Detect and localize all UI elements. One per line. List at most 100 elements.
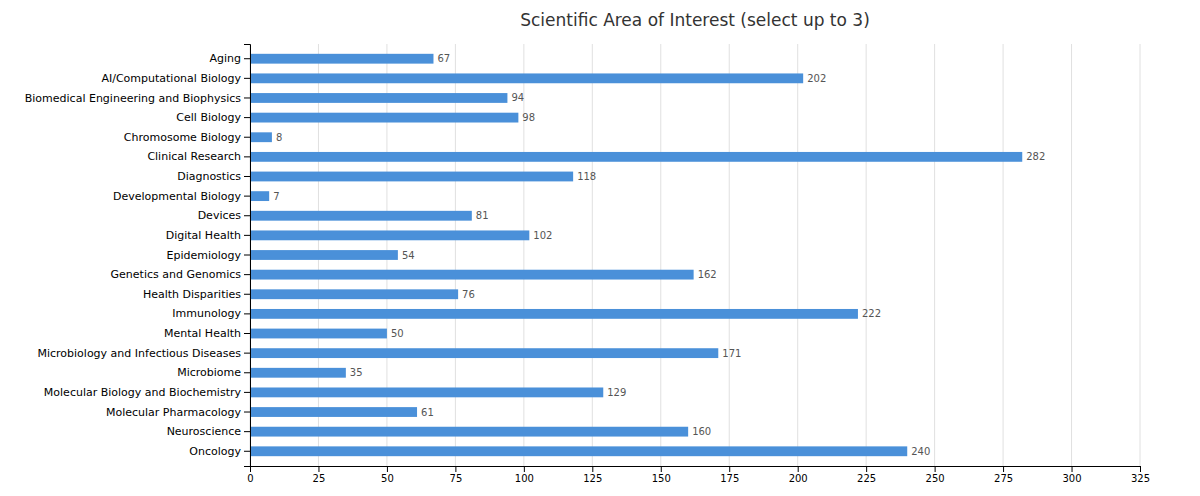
x-tick: 250 bbox=[926, 466, 945, 484]
data-label: 202 bbox=[807, 73, 826, 84]
grid-line bbox=[455, 44, 456, 466]
y-tick-mark bbox=[244, 372, 250, 373]
bar bbox=[250, 446, 907, 456]
y-tick-label: Molecular Biology and Biochemistry bbox=[44, 386, 242, 399]
x-tick: 75 bbox=[450, 466, 463, 484]
bar bbox=[250, 230, 529, 240]
x-tick-label: 150 bbox=[652, 473, 671, 484]
y-tick: Diagnostics bbox=[177, 170, 250, 183]
x-axis-line bbox=[251, 467, 1141, 473]
y-tick-mark bbox=[244, 333, 250, 334]
data-label: 50 bbox=[391, 328, 404, 339]
bar bbox=[250, 152, 1022, 162]
y-tick-label: Chromosome Biology bbox=[124, 131, 242, 144]
x-tick: 325 bbox=[1131, 466, 1150, 484]
data-label: 94 bbox=[511, 92, 524, 103]
x-tick-label: 75 bbox=[450, 473, 463, 484]
x-tick: 275 bbox=[994, 466, 1013, 484]
y-tick-label: Devices bbox=[198, 209, 242, 222]
bar bbox=[250, 172, 573, 182]
bars bbox=[250, 54, 1022, 456]
y-tick: Aging bbox=[209, 52, 250, 65]
x-tick: 150 bbox=[652, 466, 671, 484]
grid-line bbox=[866, 44, 867, 466]
y-tick-label: Developmental Biology bbox=[113, 190, 241, 203]
x-tick-mark bbox=[1140, 466, 1141, 472]
bar bbox=[250, 73, 803, 83]
data-label: 81 bbox=[476, 210, 489, 221]
data-label: 171 bbox=[722, 348, 741, 359]
x-tick-mark bbox=[1072, 466, 1073, 472]
y-tick-label: Biomedical Engineering and Biophysics bbox=[25, 91, 242, 104]
x-tick: 0 bbox=[247, 466, 253, 484]
y-tick-label: Mental Health bbox=[164, 327, 241, 340]
grid-line bbox=[934, 44, 935, 466]
x-tick-mark bbox=[387, 466, 388, 472]
y-tick-label: Aging bbox=[209, 52, 241, 65]
y-tick-label: AI/Computational Biology bbox=[101, 72, 241, 85]
y-tick-mark bbox=[244, 451, 250, 452]
y-tick: Microbiome bbox=[177, 366, 250, 379]
x-tick-label: 0 bbox=[247, 473, 253, 484]
x-tick-mark bbox=[1003, 466, 1004, 472]
y-tick: Developmental Biology bbox=[113, 190, 250, 203]
bar bbox=[250, 368, 346, 378]
x-tick-mark bbox=[318, 466, 319, 472]
data-label: 35 bbox=[350, 367, 363, 378]
y-tick: Immunology bbox=[172, 307, 250, 320]
grid-line bbox=[523, 44, 524, 466]
bar bbox=[250, 211, 472, 221]
grid-line bbox=[1140, 44, 1141, 466]
bar bbox=[250, 113, 518, 123]
y-tick-mark bbox=[244, 313, 250, 314]
y-tick-mark bbox=[244, 58, 250, 59]
y-axis: Aging AI/Computational Biology Biomedical … bbox=[25, 45, 251, 467]
bar bbox=[250, 309, 858, 319]
chart: Scientific Area of Interest (select up t… bbox=[0, 0, 1200, 496]
x-tick: 50 bbox=[381, 466, 394, 484]
y-tick-mark bbox=[244, 235, 250, 236]
x-tick-mark bbox=[935, 466, 936, 472]
x-tick-label: 200 bbox=[789, 473, 808, 484]
data-label: 8 bbox=[276, 132, 282, 143]
data-label: 282 bbox=[1026, 151, 1045, 162]
y-tick: Microbiology and Infectious Diseases bbox=[37, 347, 250, 360]
y-tick: Digital Health bbox=[166, 229, 250, 242]
data-label: 76 bbox=[462, 289, 475, 300]
y-tick: Epidemiology bbox=[166, 249, 250, 262]
data-label: 102 bbox=[533, 230, 552, 241]
y-tick-mark bbox=[244, 412, 250, 413]
y-tick-label: Microbiology and Infectious Diseases bbox=[37, 347, 241, 360]
x-tick-label: 300 bbox=[1062, 473, 1081, 484]
grid-line bbox=[660, 44, 661, 466]
y-tick-label: Oncology bbox=[189, 445, 241, 458]
grid bbox=[250, 44, 1140, 466]
bar bbox=[250, 191, 269, 201]
y-tick-mark bbox=[244, 78, 250, 79]
y-tick-mark bbox=[244, 156, 250, 157]
data-label: 162 bbox=[698, 269, 717, 280]
bar bbox=[250, 270, 694, 280]
grid-line bbox=[797, 44, 798, 466]
y-tick-mark bbox=[244, 196, 250, 197]
x-tick-label: 25 bbox=[313, 473, 326, 484]
x-tick-label: 275 bbox=[994, 473, 1013, 484]
y-tick: Oncology bbox=[189, 445, 250, 458]
y-tick-label: Epidemiology bbox=[166, 249, 241, 262]
x-tick-label: 50 bbox=[381, 473, 394, 484]
bar bbox=[250, 289, 458, 299]
y-tick: Molecular Biology and Biochemistry bbox=[44, 386, 250, 399]
data-label: 98 bbox=[522, 112, 535, 123]
y-tick-mark bbox=[244, 97, 250, 98]
y-tick: AI/Computational Biology bbox=[101, 72, 250, 85]
y-tick-mark bbox=[244, 137, 250, 138]
bar bbox=[250, 427, 688, 437]
y-tick-label: Genetics and Genomics bbox=[111, 268, 242, 281]
x-tick-label: 100 bbox=[515, 473, 534, 484]
x-tick: 200 bbox=[789, 466, 808, 484]
grid-line bbox=[592, 44, 593, 466]
y-axis-line bbox=[244, 45, 251, 467]
data-label: 118 bbox=[577, 171, 596, 182]
bar bbox=[250, 329, 387, 339]
data-label: 129 bbox=[607, 387, 626, 398]
